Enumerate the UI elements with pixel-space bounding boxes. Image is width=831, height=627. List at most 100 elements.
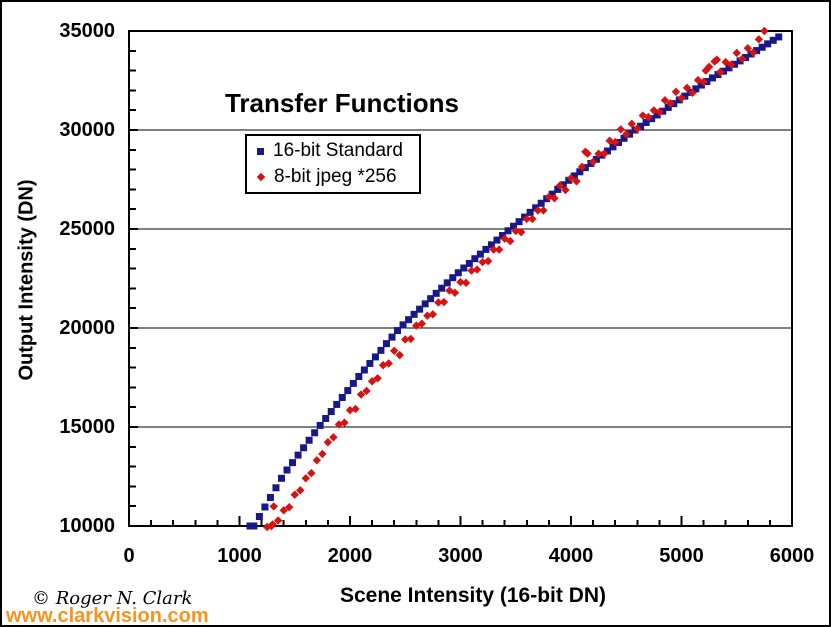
- data-point-16bit: [482, 245, 490, 253]
- data-point-16bit: [377, 346, 385, 354]
- data-point-16bit: [548, 190, 556, 198]
- data-point-16bit: [515, 218, 523, 226]
- data-point-16bit: [272, 484, 280, 492]
- data-point-16bit: [697, 81, 705, 89]
- data-point-16bit: [382, 340, 390, 348]
- data-point-8bit: [296, 486, 305, 495]
- data-point-16bit: [570, 172, 578, 180]
- data-point-8bit: [517, 227, 526, 237]
- data-point-8bit: [611, 137, 620, 147]
- data-point-8bit: [384, 359, 393, 368]
- data-point-8bit: [351, 404, 360, 414]
- data-point-16bit: [620, 134, 628, 142]
- data-point-8bit: [511, 226, 520, 236]
- data-point-16bit: [366, 359, 374, 367]
- data-point-8bit: [494, 245, 504, 254]
- data-point-16bit: [316, 421, 324, 429]
- data-point-8bit: [704, 62, 714, 72]
- data-point-8bit: [666, 99, 675, 108]
- data-point-16bit: [758, 43, 766, 51]
- legend: 16-bit Standard 8-bit jpeg *256: [245, 134, 421, 194]
- data-point-8bit: [699, 77, 708, 87]
- data-point-8bit: [594, 149, 603, 158]
- data-point-16bit: [421, 300, 429, 308]
- data-point-16bit: [504, 227, 512, 235]
- data-point-8bit: [583, 149, 592, 158]
- data-point-8bit: [688, 88, 697, 97]
- x-tick-label: 0: [123, 545, 135, 567]
- data-point-16bit: [349, 379, 357, 387]
- legend-item-16bit-standard: 16-bit Standard: [257, 139, 419, 163]
- data-point-16bit: [294, 451, 302, 459]
- data-point-16bit: [460, 264, 468, 272]
- legend-label-8bit: 8-bit jpeg *256: [274, 166, 397, 187]
- data-point-16bit: [454, 269, 462, 277]
- x-tick-label: 5000: [659, 545, 704, 567]
- copyright-text: © Roger N. Clark: [32, 588, 193, 609]
- data-point-16bit: [637, 122, 645, 130]
- data-point-8bit: [550, 194, 559, 203]
- data-point-8bit: [760, 26, 769, 36]
- data-point-16bit: [443, 279, 451, 287]
- data-point-8bit: [362, 386, 371, 396]
- data-point-8bit: [572, 177, 581, 186]
- data-point-8bit: [655, 107, 664, 117]
- data-point-8bit: [616, 125, 625, 134]
- data-point-16bit: [311, 429, 319, 437]
- data-point-16bit: [449, 274, 457, 282]
- data-point-8bit: [428, 310, 438, 319]
- data-point-8bit: [721, 57, 730, 67]
- data-point-16bit: [333, 400, 341, 408]
- data-point-8bit: [743, 44, 752, 53]
- data-point-16bit: [603, 147, 611, 155]
- data-point-16bit: [537, 199, 545, 207]
- data-point-8bit: [273, 516, 283, 525]
- data-point-16bit: [493, 236, 501, 244]
- data-point-16bit: [642, 118, 650, 126]
- data-point-16bit: [246, 522, 254, 530]
- data-point-16bit: [305, 436, 313, 444]
- data-point-16bit: [526, 208, 534, 216]
- y-axis-title: Output Intensity (DN): [15, 179, 38, 381]
- chart-title: Transfer Functions: [224, 88, 460, 118]
- data-point-8bit: [660, 96, 670, 105]
- data-point-8bit: [467, 266, 476, 275]
- x-axis-title: Scene Intensity (16-bit DN): [339, 584, 607, 607]
- data-point-8bit: [434, 298, 443, 307]
- data-point-16bit: [438, 284, 446, 292]
- data-point-8bit: [290, 490, 299, 499]
- data-point-8bit: [528, 214, 537, 224]
- data-point-8bit: [356, 390, 366, 399]
- data-point-16bit: [360, 366, 368, 374]
- data-point-16bit: [653, 111, 661, 119]
- diamond-marker-icon: [256, 172, 266, 182]
- data-point-16bit: [410, 310, 418, 318]
- data-point-8bit: [749, 48, 758, 57]
- data-point-16bit: [725, 64, 733, 72]
- data-point-8bit: [406, 334, 415, 344]
- data-point-16bit: [708, 74, 716, 82]
- legend-label-16bit: 16-bit Standard: [273, 140, 403, 161]
- data-point-16bit: [255, 512, 263, 520]
- data-point-8bit: [555, 181, 565, 190]
- data-point-16bit: [753, 47, 761, 55]
- data-point-8bit: [677, 93, 686, 103]
- data-point-8bit: [461, 278, 471, 288]
- data-point-8bit: [522, 214, 531, 224]
- data-point-8bit: [732, 48, 741, 58]
- data-point-16bit: [648, 115, 656, 123]
- data-point-16bit: [432, 289, 440, 297]
- website-watermark: www.clarkvision.com: [6, 605, 209, 627]
- data-point-16bit: [465, 259, 473, 267]
- data-point-8bit: [671, 87, 681, 96]
- data-point-16bit: [277, 474, 285, 482]
- data-point-8bit: [627, 119, 636, 129]
- data-point-16bit: [532, 204, 540, 212]
- data-point-8bit: [285, 502, 294, 512]
- data-point-16bit: [300, 444, 308, 452]
- data-point-8bit: [539, 206, 548, 215]
- data-point-16bit: [471, 255, 479, 263]
- y-tick-label: 35000: [59, 20, 115, 42]
